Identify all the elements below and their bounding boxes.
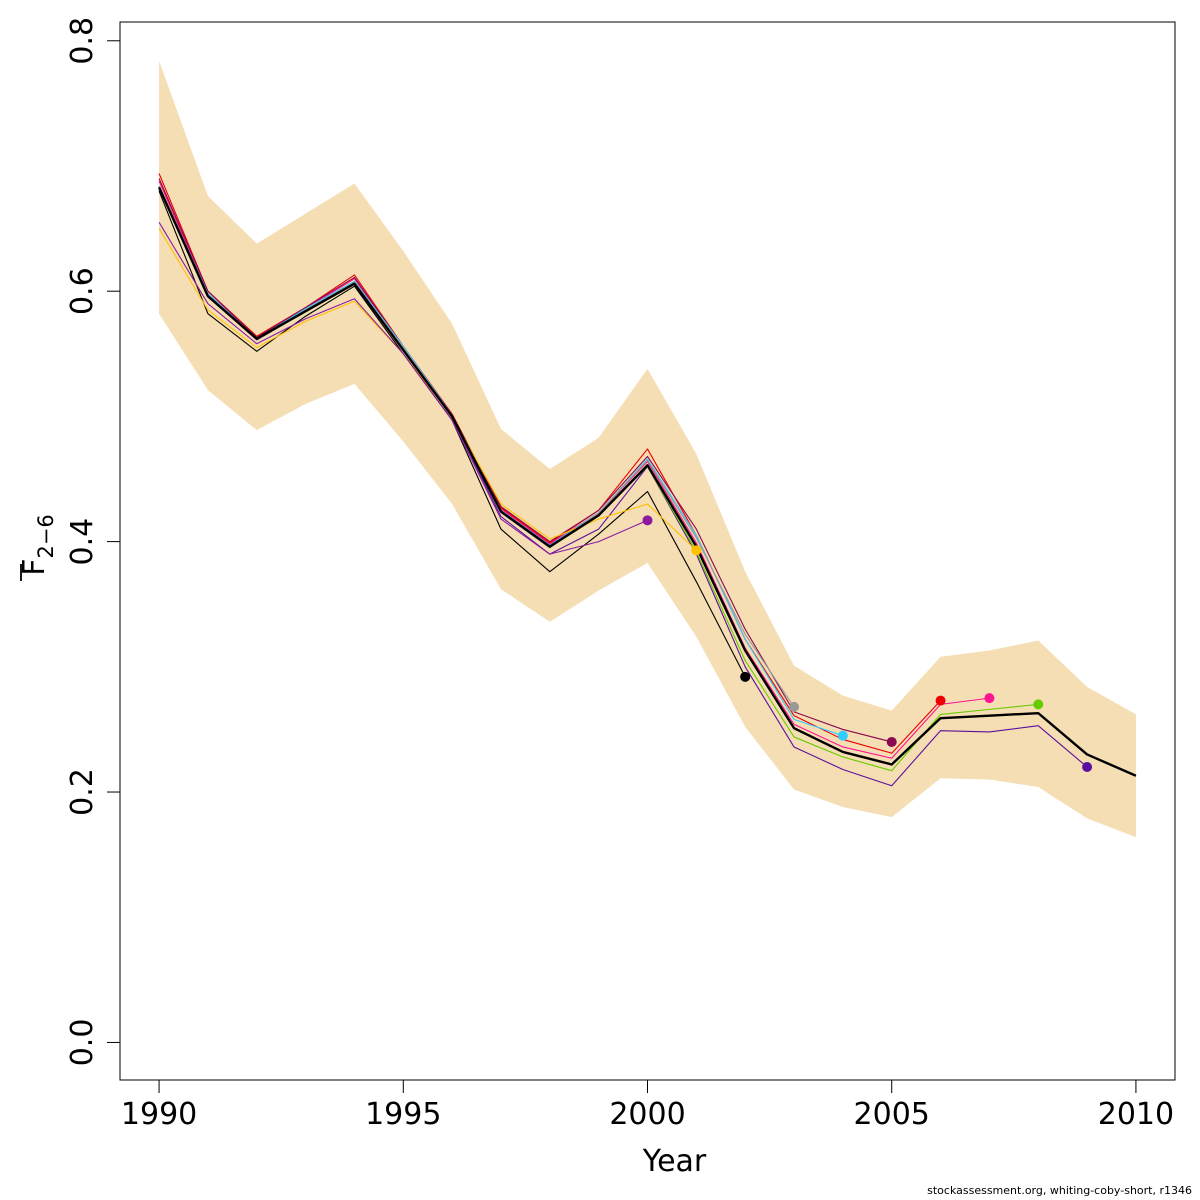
series-endpoint-1: [1082, 761, 1093, 772]
series-endpoint-5: [886, 736, 897, 747]
series-endpoint-7: [789, 701, 800, 712]
series-endpoint-6: [837, 730, 848, 741]
series-line-0: [157, 186, 1137, 777]
y-axis-label-sub: 2−6: [34, 514, 58, 558]
footer-credit: stockassessment.org, whiting-coby-short,…: [927, 1184, 1192, 1197]
y-axis-label: F2−6: [17, 514, 58, 581]
y-tick-label: 0.8: [65, 17, 100, 65]
series-line-10: [158, 222, 648, 555]
y-axis-label-main: F: [17, 559, 52, 576]
x-tick-label: 1990: [121, 1097, 197, 1132]
x-axis: 1990 1995 2000 2005 2010: [121, 1079, 1174, 1132]
x-tick-label: 2005: [854, 1097, 930, 1132]
series-endpoint-2: [1033, 699, 1044, 710]
series-endpoint-4: [935, 695, 946, 706]
svg-text:F2−6: F2−6: [17, 514, 58, 576]
endpoint-layer: [642, 515, 1093, 772]
y-tick-label: 0.4: [65, 518, 100, 566]
x-tick-label: 1995: [365, 1097, 441, 1132]
series-endpoint-10: [642, 515, 653, 526]
x-tick-label: 2000: [609, 1097, 685, 1132]
x-tick-label: 2010: [1098, 1097, 1174, 1132]
y-tick-label: 0.0: [65, 1019, 100, 1067]
series-endpoint-9: [691, 545, 702, 556]
y-tick-label: 0.6: [65, 267, 100, 315]
series-endpoint-8: [740, 671, 751, 682]
series-endpoint-3: [984, 693, 995, 704]
y-tick-label: 0.2: [65, 768, 100, 816]
y-axis: 0.0 0.2 0.4 0.6 0.8: [65, 17, 121, 1067]
series-layer: [157, 173, 1137, 787]
x-axis-label: Year: [642, 1144, 707, 1179]
